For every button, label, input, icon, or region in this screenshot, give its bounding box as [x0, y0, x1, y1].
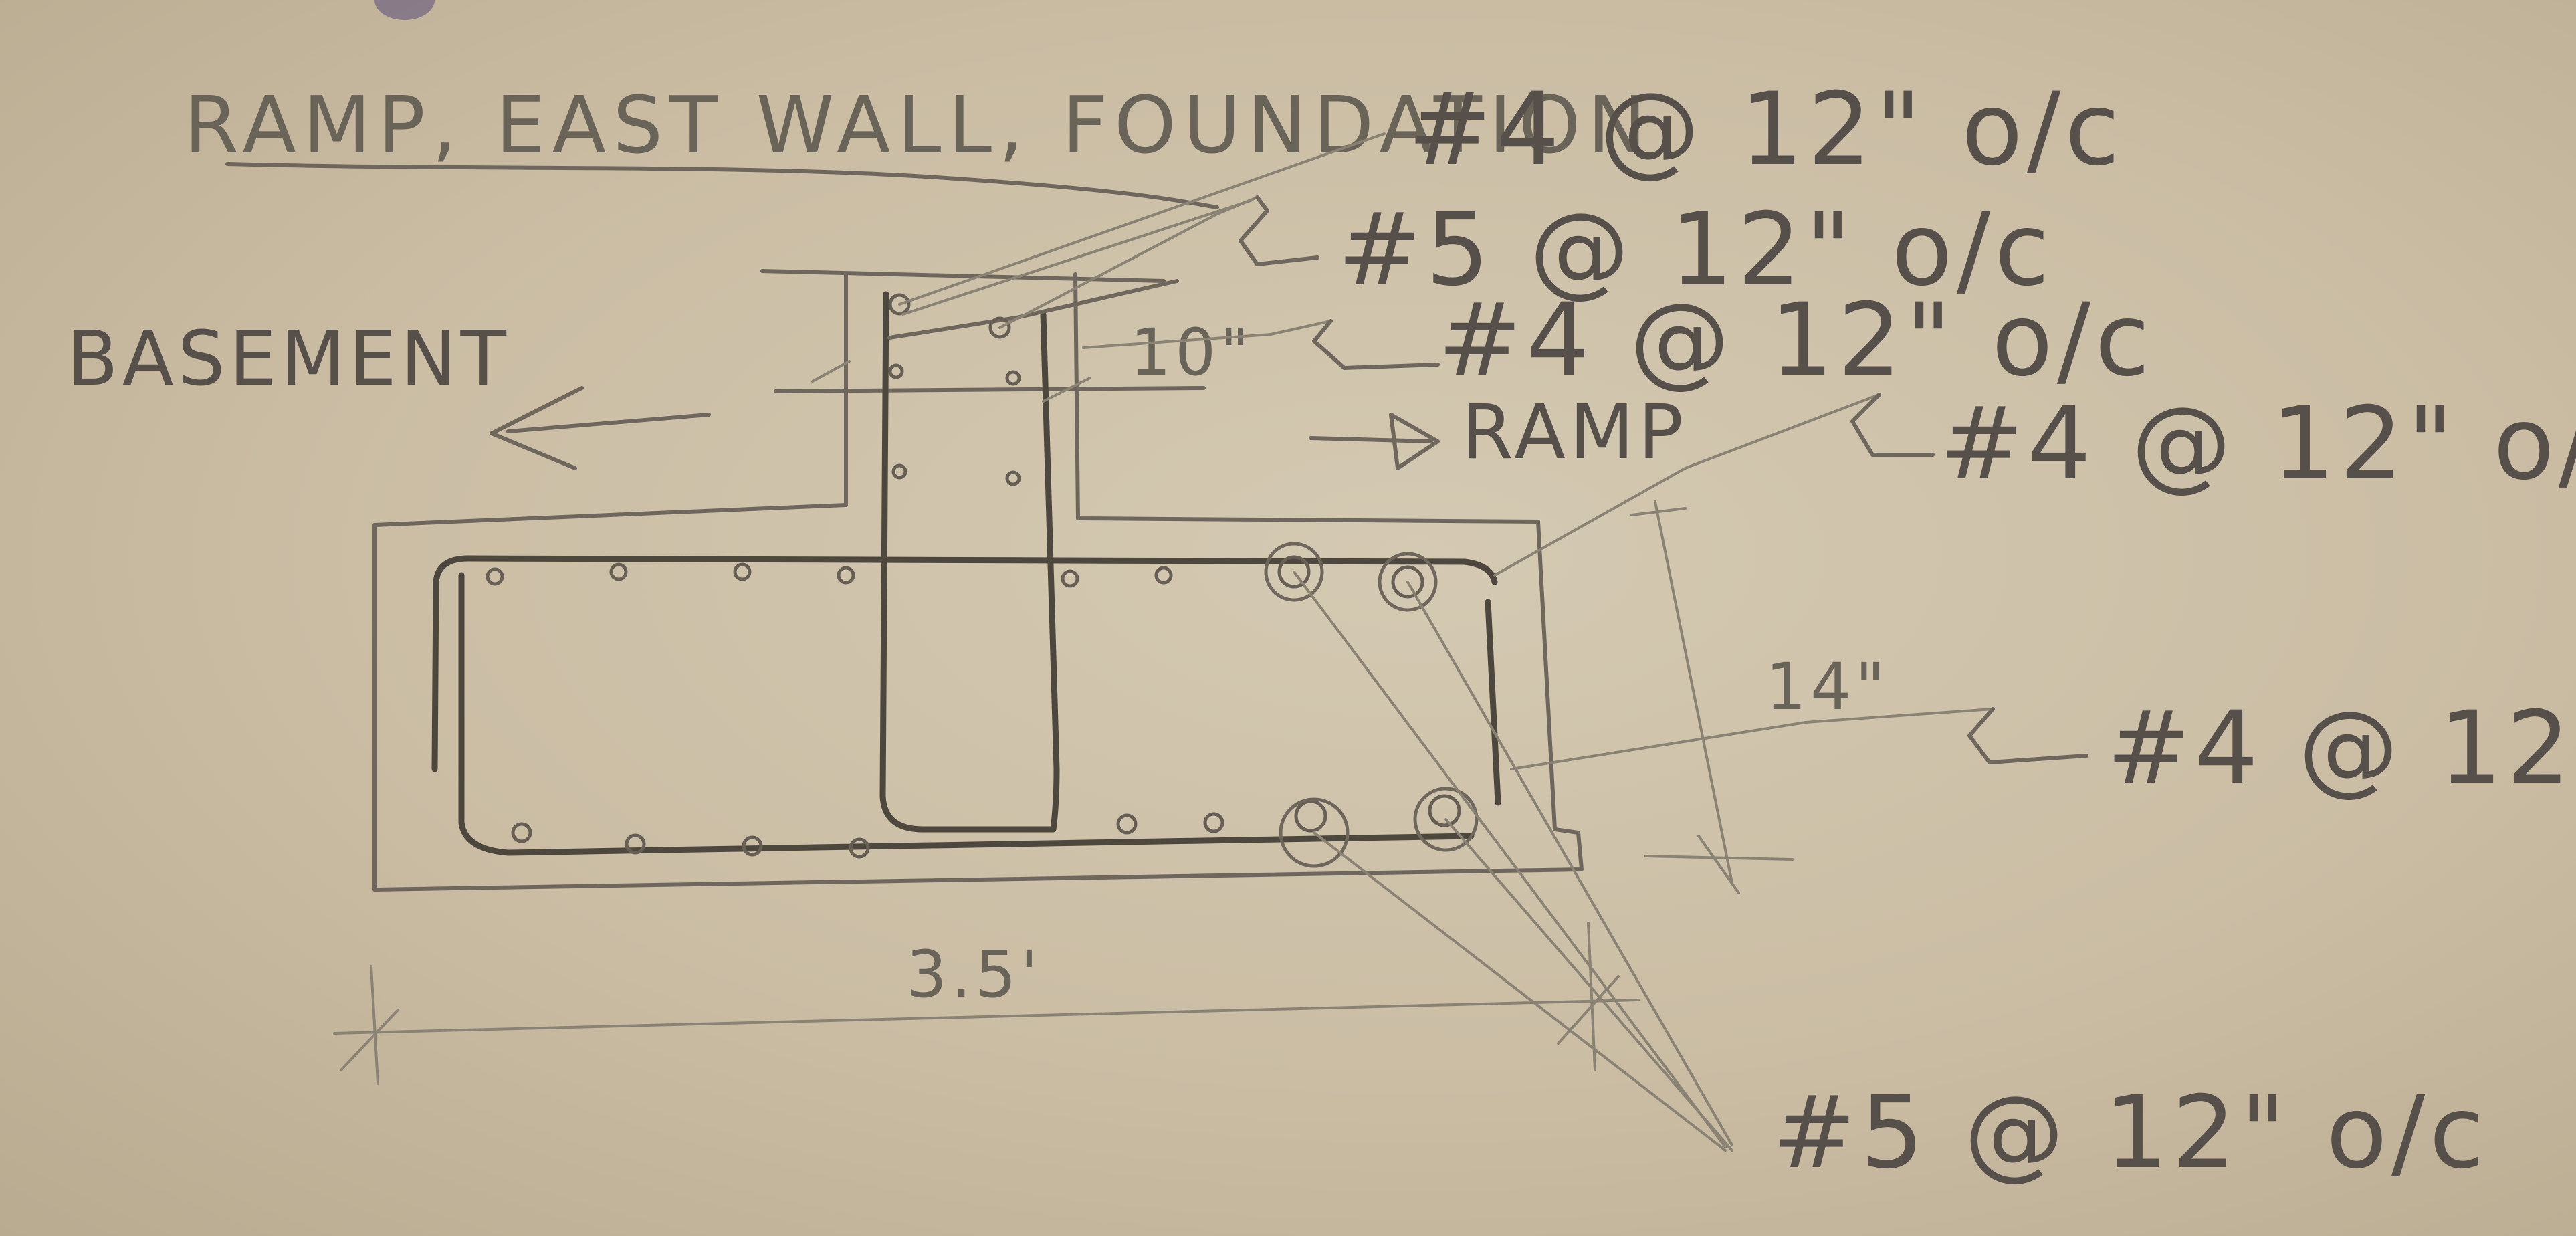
leader-bottom-bar: [1313, 831, 1727, 1152]
footing-outline: [372, 520, 1584, 892]
callout-footing-top-bar: #4 @ 12" o/c: [1939, 386, 2576, 502]
footing-end-rebar: [1485, 599, 1501, 806]
footing-bar: [1061, 569, 1079, 588]
title-underline: [225, 162, 1219, 209]
drawing-title: RAMP, EAST WALL, FOUNDATION: [184, 79, 1653, 171]
wall-right-face: [1073, 272, 1540, 524]
footing-bar: [742, 835, 763, 857]
footing-depth-tick-top: [1630, 507, 1687, 516]
footing-bar: [1203, 812, 1224, 833]
footing-width-slash-right: [1557, 975, 1620, 1045]
footing-bar-large: [1264, 542, 1324, 602]
footing-depth-dimension: 14": [1765, 649, 1889, 724]
footing-width-dimension: 3.5': [906, 937, 1042, 1012]
footing-bar-large: [1279, 797, 1350, 868]
footing-top-bar-dots: [486, 542, 1438, 612]
callout-top-bar-1: #4 @ 12" o/c: [1408, 72, 2124, 188]
ramp-label: RAMP: [1461, 389, 1687, 476]
footing-top-rebar: [431, 555, 1498, 772]
wall-bar: [1005, 470, 1021, 486]
leader-bottom-bar: [1406, 581, 1733, 1146]
wall-bar: [891, 463, 907, 480]
wall-left-face: [372, 272, 848, 527]
leader-bottom-bar: [1444, 818, 1733, 1152]
footing-bar: [837, 566, 855, 585]
wall-bar: [1005, 370, 1021, 386]
basement-arrow-head: [490, 386, 584, 470]
footing-bar: [1294, 799, 1327, 833]
wall-dim-tick-left: [811, 360, 851, 383]
footing-bar: [733, 562, 752, 581]
leader-top-bar-2b: [901, 199, 1252, 316]
leader-wall-bar: [1082, 320, 1332, 349]
footing-width-tick-right: [1587, 922, 1596, 1071]
callout-footing-bottom-bar: #5 @ 12" o/c: [1772, 1075, 2488, 1191]
wall-rebar-dots: [888, 293, 1021, 486]
callout-footing-side-bar: #4 @ 12" o/c: [2107, 690, 2576, 807]
footing-bar: [1428, 794, 1461, 827]
wall-vertical-rebar: [879, 291, 1060, 833]
wall-bar: [988, 316, 1011, 339]
footing-bar: [625, 833, 646, 855]
zigzag-wall-bar: [1312, 319, 1440, 370]
footing-bottom-bar-dots: [511, 787, 1479, 868]
leader-top-bar-1: [898, 132, 1386, 306]
leader-footing-side-bar: [1510, 708, 1994, 770]
footing-bar: [609, 562, 628, 581]
zigzag-top-bar-2: [1239, 195, 1319, 266]
leaders-footing-bottom-bars: [1293, 571, 1733, 1152]
leader-top-bar-2a: [998, 196, 1259, 329]
footing-width-slash-left: [340, 1009, 399, 1071]
wall-dim-tick-right: [1042, 377, 1091, 403]
footing-bar: [1391, 565, 1424, 599]
footing-width-dim-line: [333, 999, 1640, 1035]
basement-label: BASEMENT: [67, 316, 510, 403]
footing-depth-tick-slash: [1697, 835, 1740, 894]
footing-bar-large: [1378, 552, 1438, 612]
footing-bar: [1154, 566, 1173, 585]
footing-width-tick-left: [370, 965, 379, 1085]
leader-footing-top-bar: [1493, 393, 1881, 577]
wall-bar: [888, 293, 911, 316]
footing-bottom-rebar: [458, 572, 1475, 856]
footing-bar: [849, 837, 870, 859]
footing-bar: [1277, 555, 1311, 589]
footing-bar: [1116, 813, 1138, 835]
wall-thickness-dimension: 10": [1130, 315, 1253, 390]
leader-bottom-bar: [1293, 571, 1727, 1148]
zigzag-footing-side-bar: [1967, 707, 2088, 764]
callout-wall-bar: #4 @ 12" o/c: [1438, 282, 2154, 399]
ramp-arrow-head: [1389, 413, 1440, 470]
footing-bar: [486, 567, 504, 586]
top-of-wall-line: [760, 269, 1166, 283]
basement-arrow-shaft: [506, 413, 711, 433]
footing-bar-large: [1413, 787, 1479, 852]
ramp-arrow-shaft: [1309, 436, 1433, 443]
callout-top-bar-2: #5 @ 12" o/c: [1337, 192, 2054, 308]
footing-depth-tick-bottom: [1644, 855, 1794, 861]
footing-depth-dim-line: [1654, 500, 1733, 884]
zigzag-footing-top-bar: [1850, 393, 1935, 457]
footing-bar: [511, 822, 532, 843]
wall-bar: [888, 363, 904, 379]
